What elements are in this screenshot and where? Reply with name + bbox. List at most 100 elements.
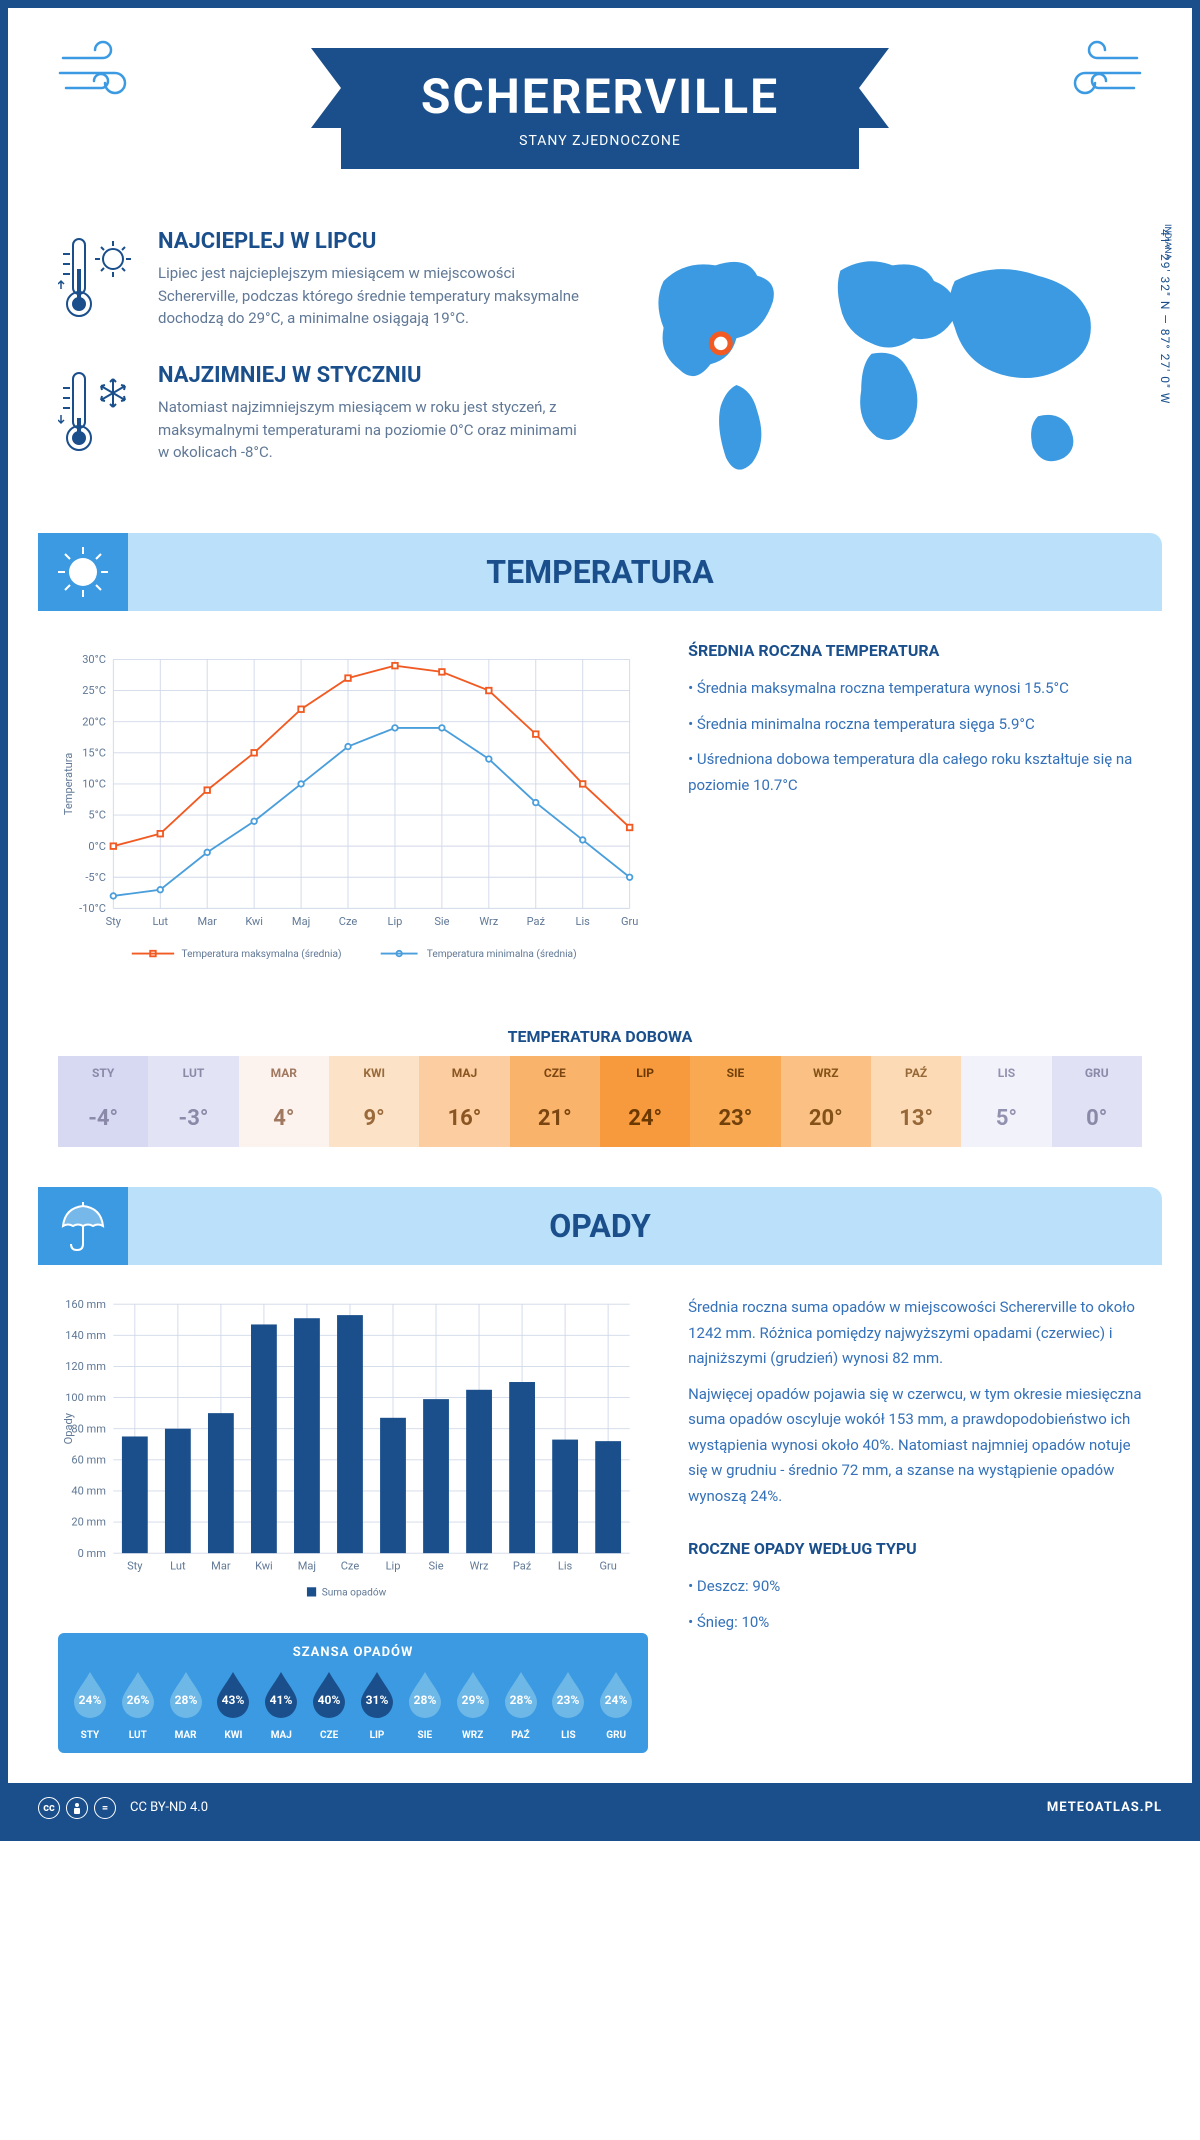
temp-bullet: • Uśredniona dobowa temperatura dla całe… xyxy=(688,747,1142,798)
svg-text:10°C: 10°C xyxy=(82,778,106,791)
svg-text:80 mm: 80 mm xyxy=(71,1423,106,1436)
temp-section-header: TEMPERATURA xyxy=(38,533,1162,611)
title-banner: SCHERERVILLE STANY ZJEDNOCZONE xyxy=(341,48,859,169)
precipitation-chart: 0 mm 20 mm 40 mm 60 mm 80 mm 100 mm 120 mm 140 … xyxy=(58,1295,648,1612)
svg-text:0°C: 0°C xyxy=(88,840,106,853)
chance-title: SZANSA OPADÓW xyxy=(66,1645,640,1660)
thermometer-sun-icon xyxy=(58,229,138,333)
daily-cell: CZE21° xyxy=(510,1056,600,1147)
temp-title: TEMPERATURA xyxy=(486,553,713,591)
precip-chance-box: SZANSA OPADÓW 24%STY26%LUT28%MAR43%KWI41… xyxy=(58,1633,648,1753)
svg-text:Lis: Lis xyxy=(576,915,591,928)
daily-cell: KWI9° xyxy=(329,1056,419,1147)
svg-text:31%: 31% xyxy=(366,1693,389,1707)
chance-cell: 31%LIP xyxy=(353,1670,401,1741)
chance-cell: 24%STY xyxy=(66,1670,114,1741)
svg-text:Lis: Lis xyxy=(558,1560,573,1573)
daily-cell: PAŹ13° xyxy=(871,1056,961,1147)
svg-text:Lut: Lut xyxy=(153,915,169,928)
svg-text:41%: 41% xyxy=(270,1693,293,1707)
svg-text:Paź: Paź xyxy=(527,915,546,928)
temp-bullet: • Średnia maksymalna roczna temperatura … xyxy=(688,676,1142,702)
svg-text:Paź: Paź xyxy=(513,1560,532,1573)
warmest-text: Lipiec jest najcieplejszym miesiącem w m… xyxy=(158,262,582,330)
svg-text:43%: 43% xyxy=(222,1693,245,1707)
svg-text:28%: 28% xyxy=(174,1693,197,1707)
daily-temp-title: TEMPERATURA DOBOWA xyxy=(8,1027,1192,1046)
svg-text:40%: 40% xyxy=(318,1693,341,1707)
coldest-block: NAJZIMNIEJ W STYCZNIU Natomiast najzimni… xyxy=(58,363,582,467)
world-map: INDIANA 41° 29' 32" N — 87° 27' 0" W xyxy=(622,229,1142,503)
cc-icon: cc xyxy=(38,1797,60,1819)
svg-text:Sty: Sty xyxy=(106,915,122,928)
chance-cell: 24%GRU xyxy=(592,1670,640,1741)
warmest-block: NAJCIEPLEJ W LIPCU Lipiec jest najcieple… xyxy=(58,229,582,333)
chance-cell: 40%CZE xyxy=(305,1670,353,1741)
svg-text:Lut: Lut xyxy=(170,1560,186,1573)
daily-temp-grid: STY-4°LUT-3°MAR4°KWI9°MAJ16°CZE21°LIP24°… xyxy=(58,1056,1142,1147)
svg-text:5°C: 5°C xyxy=(88,809,106,822)
precip-type-rain: • Deszcz: 90% xyxy=(688,1574,1142,1600)
thermometer-snow-icon xyxy=(58,363,138,467)
svg-text:60 mm: 60 mm xyxy=(71,1454,106,1467)
city-name: SCHERERVILLE xyxy=(421,68,779,125)
precip-type-title: ROCZNE OPADY WEDŁUG TYPU xyxy=(688,1539,1142,1558)
chance-cell: 28%MAR xyxy=(162,1670,210,1741)
chance-cell: 23%LIS xyxy=(544,1670,592,1741)
precip-title: OPADY xyxy=(549,1207,651,1245)
svg-text:26%: 26% xyxy=(126,1693,149,1707)
chance-cell: 28%SIE xyxy=(401,1670,449,1741)
temperature-chart: -10°C-5°C0°C5°C10°C15°C20°C25°C30°CStyLu… xyxy=(58,641,648,977)
daily-cell: LIP24° xyxy=(600,1056,690,1147)
svg-text:Gru: Gru xyxy=(621,915,638,928)
wind-icon xyxy=(1052,38,1142,118)
svg-text:0 mm: 0 mm xyxy=(78,1547,106,1560)
svg-text:Kwi: Kwi xyxy=(255,1560,273,1573)
svg-text:23%: 23% xyxy=(557,1693,580,1707)
svg-text:140 mm: 140 mm xyxy=(65,1329,106,1342)
svg-text:Gru: Gru xyxy=(599,1560,616,1573)
daily-cell: STY-4° xyxy=(58,1056,148,1147)
svg-text:-5°C: -5°C xyxy=(85,871,106,884)
svg-text:Temperatura: Temperatura xyxy=(62,753,75,815)
svg-text:Wrz: Wrz xyxy=(479,915,498,928)
by-icon xyxy=(66,1797,88,1819)
svg-text:-10°C: -10°C xyxy=(79,902,106,915)
svg-text:Cze: Cze xyxy=(339,915,358,928)
svg-text:Sie: Sie xyxy=(434,915,449,928)
precip-text: Średnia roczna suma opadów w miejscowośc… xyxy=(688,1295,1142,1372)
svg-text:20°C: 20°C xyxy=(82,716,106,729)
svg-text:20 mm: 20 mm xyxy=(71,1516,106,1529)
daily-cell: LUT-3° xyxy=(148,1056,238,1147)
sun-icon xyxy=(38,533,128,611)
svg-text:Mar: Mar xyxy=(197,915,217,928)
svg-text:Sty: Sty xyxy=(127,1560,143,1573)
svg-text:28%: 28% xyxy=(509,1693,532,1707)
intro-section: NAJCIEPLEJ W LIPCU Lipiec jest najcieple… xyxy=(8,199,1192,533)
daily-cell: SIE23° xyxy=(690,1056,780,1147)
temp-bullet: • Średnia minimalna roczna temperatura s… xyxy=(688,712,1142,738)
warmest-title: NAJCIEPLEJ W LIPCU xyxy=(158,229,582,254)
svg-text:24%: 24% xyxy=(605,1693,628,1707)
precip-summary: Średnia roczna suma opadów w miejscowośc… xyxy=(688,1295,1142,1645)
svg-text:Mar: Mar xyxy=(211,1560,231,1573)
svg-text:Opady: Opady xyxy=(62,1413,75,1445)
coldest-title: NAJZIMNIEJ W STYCZNIU xyxy=(158,363,582,388)
svg-text:Cze: Cze xyxy=(341,1560,360,1573)
svg-text:120 mm: 120 mm xyxy=(65,1360,106,1373)
footer: cc = CC BY-ND 4.0 METEOATLAS.PL xyxy=(8,1783,1192,1833)
svg-text:Temperatura maksymalna (średni: Temperatura maksymalna (średnia) xyxy=(182,949,342,961)
license-block: cc = CC BY-ND 4.0 xyxy=(38,1797,208,1819)
svg-text:100 mm: 100 mm xyxy=(65,1392,106,1405)
precip-text: Najwięcej opadów pojawia się w czerwcu, … xyxy=(688,1382,1142,1510)
svg-text:40 mm: 40 mm xyxy=(71,1485,106,1498)
svg-text:Wrz: Wrz xyxy=(470,1560,489,1573)
svg-text:160 mm: 160 mm xyxy=(65,1298,106,1311)
coldest-text: Natomiast najzimniejszym miesiącem w rok… xyxy=(158,396,582,464)
temp-side-title: ŚREDNIA ROCZNA TEMPERATURA xyxy=(688,641,1142,660)
wind-icon xyxy=(58,38,148,118)
header: SCHERERVILLE STANY ZJEDNOCZONE xyxy=(8,8,1192,199)
umbrella-icon xyxy=(38,1187,128,1265)
precip-type-snow: • Śnieg: 10% xyxy=(688,1610,1142,1636)
svg-text:15°C: 15°C xyxy=(82,747,106,760)
